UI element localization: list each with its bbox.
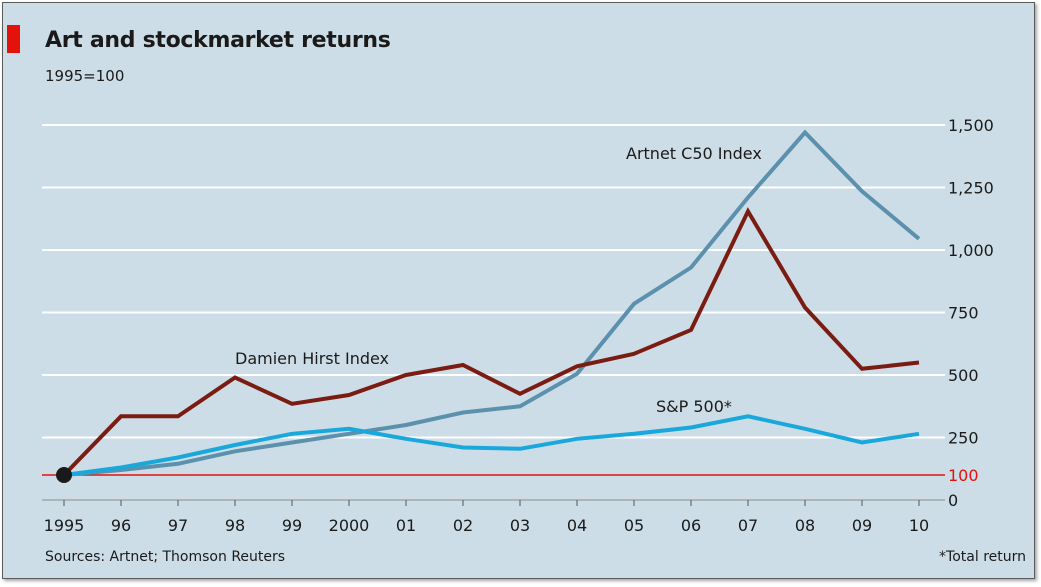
series-line-artnet-c50-index [63, 129, 921, 477]
y-tick-label: 1,250 [948, 179, 994, 198]
y-tick-label: 0 [948, 491, 958, 510]
series-line-damien-hirst-index [62, 207, 920, 477]
footnote: *Total return [939, 549, 1026, 565]
chart-title: Art and stockmarket returns [45, 28, 391, 53]
y-tick-label: 500 [948, 366, 979, 385]
chart-panel: Art and stockmarket returns 1995=100 Sou… [2, 2, 1035, 579]
x-tick-label: 01 [396, 516, 416, 535]
x-tick-label: 10 [909, 516, 929, 535]
x-tick-label: 98 [225, 516, 245, 535]
x-tick-label: 2000 [329, 516, 370, 535]
x-tick-label: 97 [168, 516, 188, 535]
x-tick-label: 04 [567, 516, 587, 535]
x-tick-label: 03 [510, 516, 530, 535]
x-tick-label: 96 [111, 516, 131, 535]
series-label: Artnet C50 Index [626, 144, 762, 163]
x-tick-label: 09 [852, 516, 872, 535]
series-line-s-p-500 [63, 414, 920, 477]
x-tick-label: 02 [453, 516, 473, 535]
x-tick-label: 99 [282, 516, 302, 535]
x-tick-label: 07 [738, 516, 758, 535]
origin-dot [56, 467, 72, 483]
y-tick-label: 250 [948, 429, 979, 448]
y-tick-label: 750 [948, 304, 979, 323]
x-tick-label: 1995 [44, 516, 85, 535]
x-tick-label: 06 [681, 516, 701, 535]
y-tick-label: 1,500 [948, 116, 994, 135]
x-tick-label: 08 [795, 516, 815, 535]
y-tick-label: 1,000 [948, 241, 994, 260]
series-label: S&P 500* [656, 397, 732, 416]
brand-accent-bar [7, 25, 20, 53]
series-label: Damien Hirst Index [235, 349, 389, 368]
source-note: Sources: Artnet; Thomson Reuters [45, 549, 286, 565]
y-tick-label: 100 [948, 466, 979, 485]
x-tick-label: 05 [624, 516, 644, 535]
chart-subtitle: 1995=100 [45, 67, 125, 85]
